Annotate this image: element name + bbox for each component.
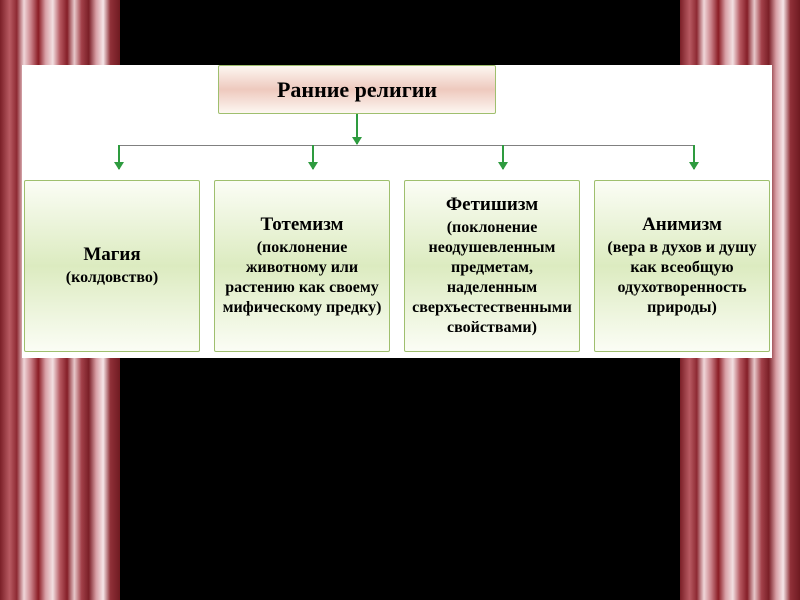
diagram-slide: Ранние религии Магия (колдовство) Тотеми…: [22, 65, 772, 358]
child-node-fetishism: Фетишизм (поклонение неодушевленным пред…: [404, 180, 580, 352]
child-desc: (поклонение животному или растению как с…: [219, 238, 385, 318]
root-node: Ранние религии: [218, 65, 496, 114]
child-desc: (колдовство): [66, 268, 158, 288]
child-node-magic: Магия (колдовство): [24, 180, 200, 352]
arrow-child-1: [118, 145, 120, 169]
child-node-totemism: Тотемизм (поклонение животному или расте…: [214, 180, 390, 352]
child-title: Фетишизм: [446, 194, 538, 216]
child-desc: (поклонение неодушевленным предметам, на…: [409, 218, 575, 338]
child-title: Магия: [83, 244, 140, 266]
root-label: Ранние религии: [277, 77, 437, 103]
distribution-line: [118, 145, 694, 146]
child-desc: (вера в духов и душу как всеобщую одухот…: [599, 238, 765, 318]
child-title: Анимизм: [642, 214, 722, 236]
child-node-animism: Анимизм (вера в духов и душу как всеобщу…: [594, 180, 770, 352]
children-row: Магия (колдовство) Тотемизм (поклонение …: [22, 180, 772, 352]
arrow-child-4: [693, 145, 695, 169]
child-title: Тотемизм: [260, 214, 343, 236]
arrow-root: [356, 114, 358, 144]
arrow-child-3: [502, 145, 504, 169]
arrow-child-2: [312, 145, 314, 169]
